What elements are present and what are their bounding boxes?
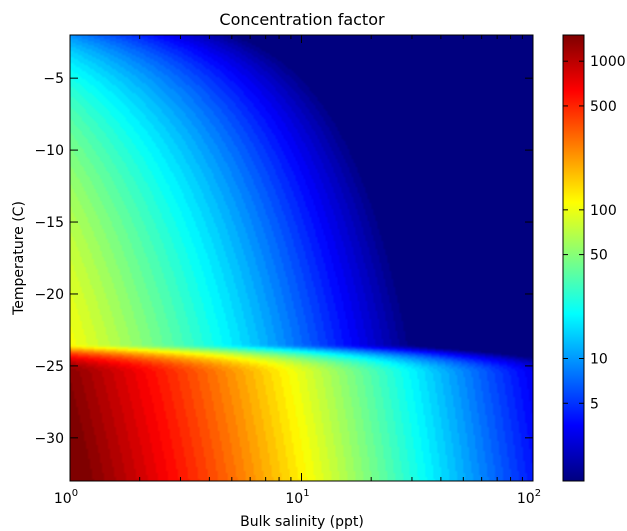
- y-tick-label: −30: [34, 431, 64, 447]
- colorbar-tick-label: 5: [590, 396, 599, 412]
- colorbar-tick-label: 50: [590, 248, 608, 264]
- y-axis-ticks: −5 −10 −15 −20 −25 −30: [34, 71, 533, 447]
- colorbar-tick-label: 10: [590, 352, 608, 368]
- x-axis-label: Bulk salinity (ppt): [240, 514, 364, 530]
- heatmap-field: [70, 35, 533, 481]
- y-tick-label: −25: [34, 359, 64, 375]
- colorbar-tick-label: 100: [590, 203, 617, 219]
- colorbar: 1000 500 100 50 10 5: [562, 34, 626, 482]
- x-tick-label: 102: [517, 488, 541, 507]
- colorbar-tick-label: 1000: [590, 54, 626, 70]
- y-tick-label: −5: [43, 71, 64, 87]
- chart-title: Concentration factor: [219, 10, 385, 29]
- colorbar-ticks: 1000 500 100 50 10 5: [563, 54, 626, 412]
- x-tick-exponent: 0: [72, 488, 78, 499]
- x-tick-base: 10: [54, 491, 72, 507]
- plot-area: [69, 34, 534, 482]
- y-tick-label: −10: [34, 143, 64, 159]
- x-tick-base: 10: [285, 491, 303, 507]
- y-tick-label: −15: [34, 215, 64, 231]
- x-tick-label: 101: [285, 488, 309, 507]
- x-tick-exponent: 2: [535, 488, 541, 499]
- x-tick-label: 100: [54, 488, 78, 507]
- x-tick-base: 10: [517, 491, 535, 507]
- y-tick-label: −20: [34, 287, 64, 303]
- y-axis-label: Temperature (C): [11, 201, 27, 316]
- x-axis-ticks: 100 101 102: [54, 35, 541, 507]
- colorbar-tick-label: 500: [590, 99, 617, 115]
- x-tick-exponent: 1: [303, 488, 309, 499]
- colorbar-gradient: [562, 34, 585, 482]
